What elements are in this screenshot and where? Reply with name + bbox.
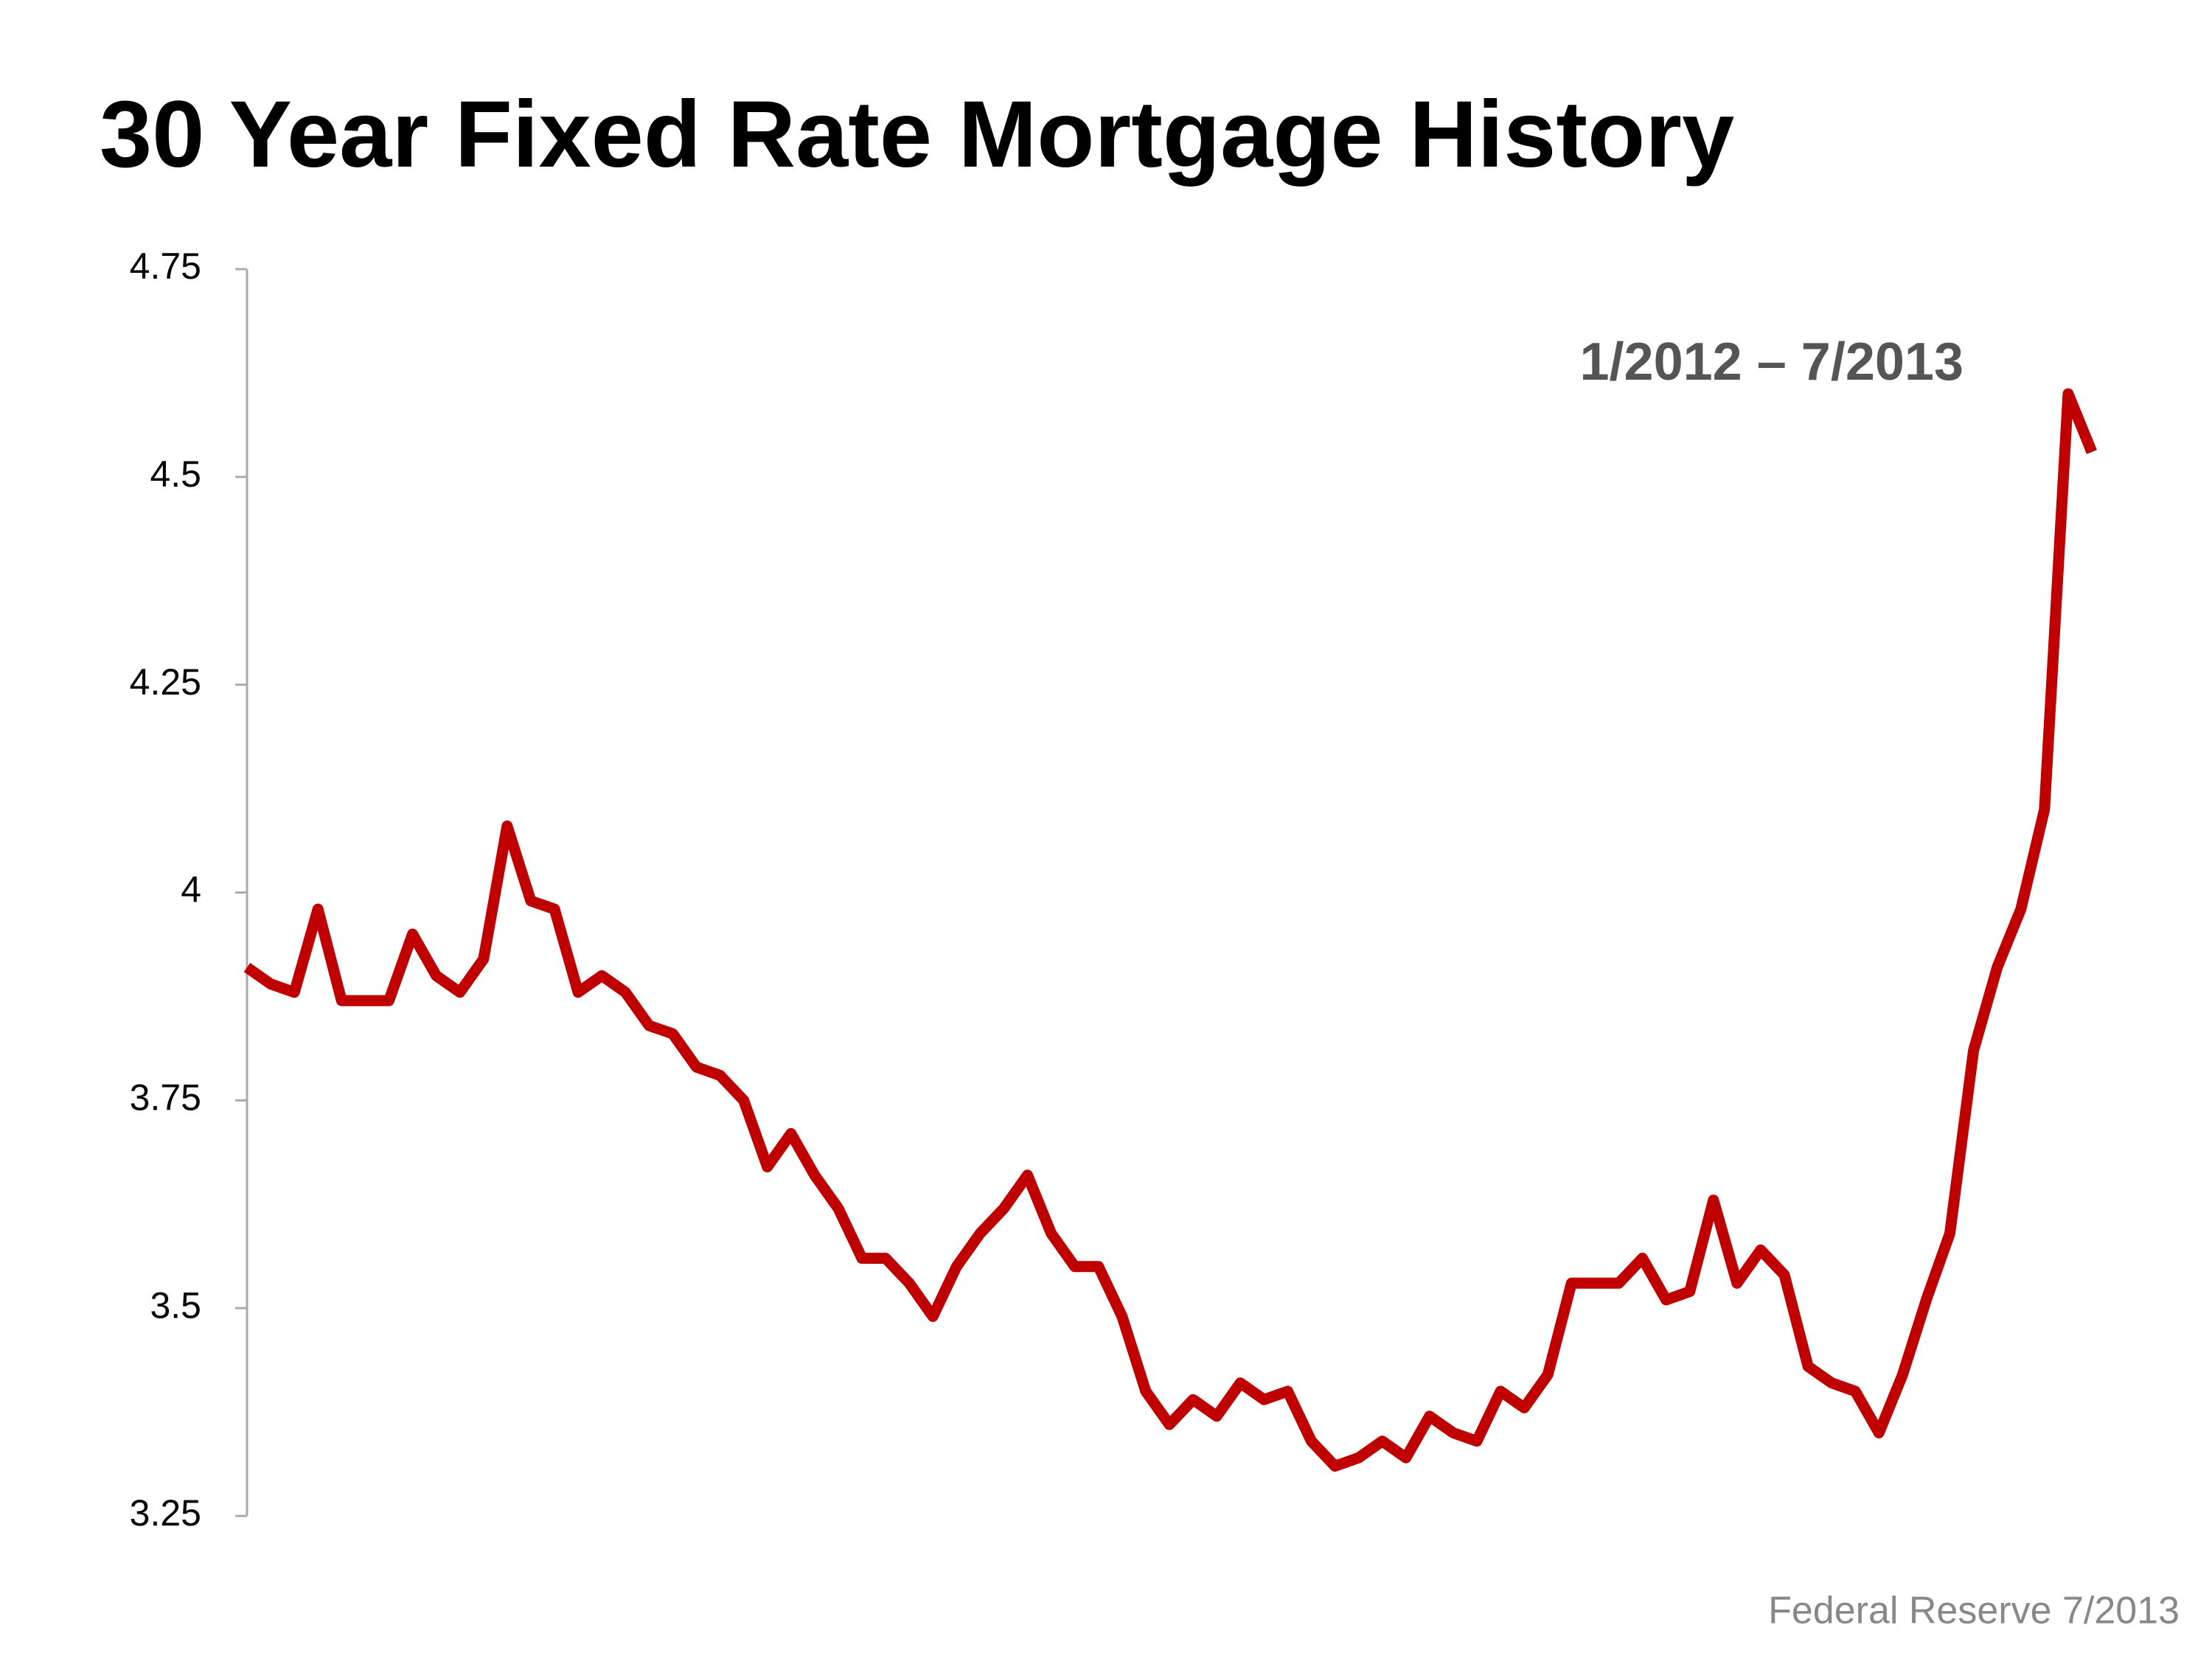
y-tick-label: 3.25 [130,1492,201,1534]
chart-subtitle: 1/2012 – 7/2013 [1580,333,1964,392]
source-note: Federal Reserve 7/2013 [1768,1590,2180,1632]
y-tick-label: 4.25 [130,661,201,703]
y-tick-label: 3.5 [150,1284,201,1326]
y-tick-label: 4 [181,869,201,911]
y-tick-label: 3.75 [130,1077,201,1119]
y-tick-label: 4.5 [150,453,201,495]
data-line [243,388,2097,1472]
y-tick-label: 4.75 [130,246,201,287]
chart-title: 30 Year Fixed Rate Mortgage History [100,82,1734,187]
